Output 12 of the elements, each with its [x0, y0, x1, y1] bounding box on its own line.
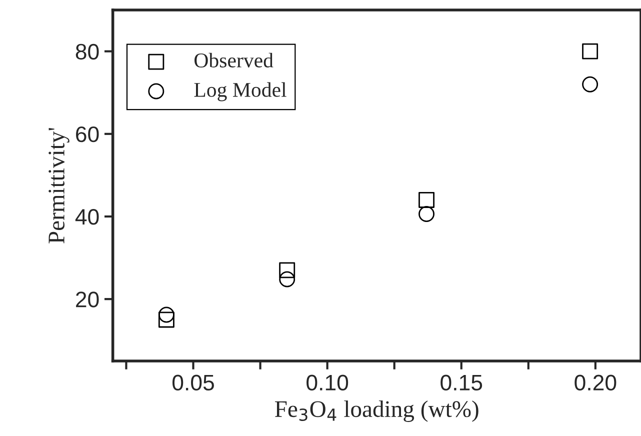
y-tick-label: 20: [76, 292, 99, 308]
x-tick-label: 0.05: [172, 374, 214, 391]
legend-label: Log Model: [194, 82, 286, 102]
y-tick-label: 80: [76, 44, 99, 60]
y-axis-title: Permittivity': [48, 128, 70, 244]
x-tick-label: 0.15: [440, 374, 482, 391]
x-tick-label: 0.10: [306, 374, 348, 391]
x-tick-label: 0.20: [574, 374, 616, 391]
legend-label: Observed: [194, 52, 274, 68]
y-tick-label: 60: [76, 126, 99, 142]
x-axis-title: Fe$_{3}$O$_{4}$ loading (wt%): [274, 400, 478, 422]
y-tick-label: 40: [75, 209, 99, 225]
